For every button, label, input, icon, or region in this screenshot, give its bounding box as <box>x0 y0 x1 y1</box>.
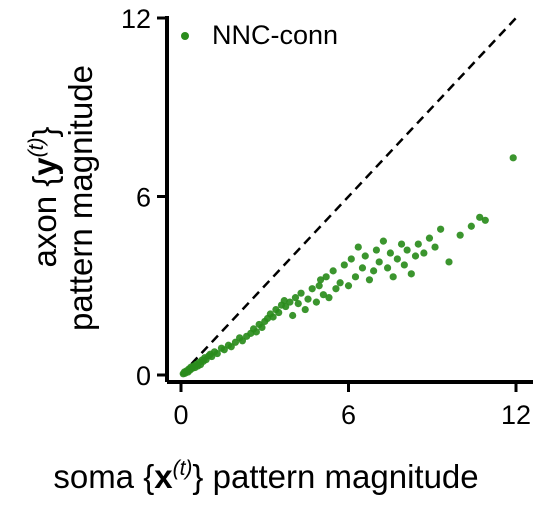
data-point <box>280 297 288 305</box>
data-point <box>389 273 397 281</box>
data-point <box>425 234 434 242</box>
data-point <box>351 273 360 281</box>
data-point <box>275 308 283 317</box>
data-point <box>358 264 367 272</box>
legend-label: NNC-conn <box>212 20 338 50</box>
data-point <box>375 258 383 266</box>
data-point <box>403 246 411 254</box>
data-point <box>420 249 428 257</box>
data-point <box>383 264 392 272</box>
legend-marker <box>181 32 189 40</box>
data-point <box>397 240 406 248</box>
data-point <box>509 154 517 162</box>
data-point <box>340 261 348 269</box>
data-point <box>269 313 277 321</box>
data-point <box>329 267 337 275</box>
data-point <box>252 328 260 336</box>
x-tick-label: 12 <box>501 400 531 430</box>
data-point <box>319 291 327 299</box>
data-point <box>456 231 464 239</box>
y-axis-title-prefix: axon { <box>26 176 63 268</box>
y-tick-label: 6 <box>136 183 151 213</box>
data-point <box>291 294 300 302</box>
data-point <box>258 323 266 331</box>
y-tick-label: 12 <box>121 4 151 34</box>
data-point <box>286 298 294 306</box>
data-point <box>407 270 415 278</box>
data-point <box>301 305 309 314</box>
y-axis-title-suffix: } <box>26 127 63 138</box>
data-point <box>294 300 302 308</box>
data-point <box>354 243 362 251</box>
data-point <box>213 349 221 358</box>
data-point <box>361 252 369 260</box>
data-point <box>347 255 355 263</box>
data-point <box>289 311 297 320</box>
data-point <box>414 240 422 248</box>
data-point <box>393 255 401 263</box>
legend: NNC-conn <box>181 20 338 50</box>
data-point <box>411 252 420 260</box>
data-point <box>431 243 439 251</box>
y-axis-title-var: y <box>26 157 63 176</box>
x-axis-title-var: x <box>154 458 173 495</box>
data-point <box>315 282 323 290</box>
data-point <box>297 289 305 297</box>
data-point <box>325 294 333 302</box>
data-point <box>386 249 394 257</box>
data-point <box>344 282 353 290</box>
y-axis-title-line2: pattern magnitude <box>62 65 99 331</box>
data-point <box>481 216 489 224</box>
x-axis-title: soma {x(t)} pattern magnitude <box>53 457 478 495</box>
data-point <box>437 225 445 233</box>
data-point <box>312 298 320 306</box>
plot-area: 00 6 6 12 12 <box>121 4 533 430</box>
data-point <box>332 285 340 293</box>
data-point <box>370 267 378 275</box>
y-axis-title-sup: (t) <box>25 138 48 158</box>
data-point <box>379 237 387 245</box>
data-point <box>336 279 344 287</box>
data-point <box>322 273 330 281</box>
reference-line <box>180 17 517 376</box>
x-tick-label: 6 <box>341 400 356 430</box>
data-point <box>372 246 381 254</box>
data-point <box>365 276 374 284</box>
data-point <box>467 222 475 230</box>
data-point <box>308 285 316 293</box>
data-point <box>304 295 312 303</box>
y-axis-title-line1: axon {y(t)} <box>25 127 63 268</box>
data-point <box>316 276 325 284</box>
x-axis-title-sup: (t) <box>173 457 193 480</box>
x-axis-title-suffix: } pattern magnitude <box>192 458 478 495</box>
y-tick-label: 0 <box>136 361 151 391</box>
x-tick-label: 0 <box>173 400 188 430</box>
data-point <box>400 261 408 269</box>
data-point <box>445 258 453 266</box>
data-point <box>476 213 484 221</box>
x-axis-title-prefix: soma { <box>53 458 154 495</box>
